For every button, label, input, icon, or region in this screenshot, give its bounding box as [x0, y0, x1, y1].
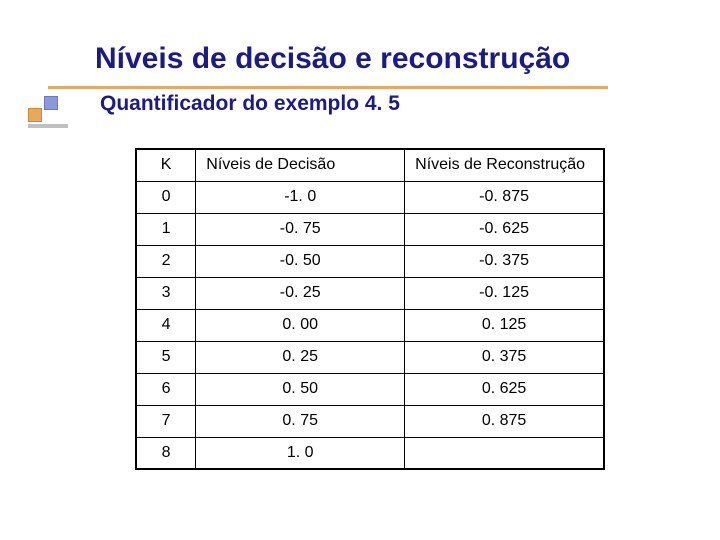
table-row: 8 1. 0: [136, 437, 604, 469]
cell-decision: -0. 25: [196, 277, 405, 309]
table-row: 5 0. 25 0. 375: [136, 341, 604, 373]
cell-k: 2: [136, 245, 196, 277]
col-header-k: K: [136, 149, 196, 181]
cell-decision: 0. 00: [196, 309, 405, 341]
corner-decoration: [28, 90, 78, 140]
quantizer-table: K Níveis de Decisão Níveis de Reconstruç…: [135, 148, 605, 470]
cell-k: 6: [136, 373, 196, 405]
col-header-reconstruction: Níveis de Reconstrução: [405, 149, 604, 181]
table-row: 1 -0. 75 -0. 625: [136, 213, 604, 245]
cell-decision: 0. 50: [196, 373, 405, 405]
cell-decision: -1. 0: [196, 181, 405, 213]
levels-table: K Níveis de Decisão Níveis de Reconstruç…: [135, 148, 605, 470]
table-body: 0 -1. 0 -0. 875 1 -0. 75 -0. 625 2 -0. 5…: [136, 181, 604, 469]
cell-reconstruction: 0. 625: [405, 373, 604, 405]
cell-reconstruction: [405, 437, 604, 469]
table-row: 3 -0. 25 -0. 125: [136, 277, 604, 309]
table-row: 6 0. 50 0. 625: [136, 373, 604, 405]
table-row: 0 -1. 0 -0. 875: [136, 181, 604, 213]
cell-k: 4: [136, 309, 196, 341]
cell-decision: -0. 50: [196, 245, 405, 277]
cell-k: 0: [136, 181, 196, 213]
cell-k: 5: [136, 341, 196, 373]
cell-decision: 0. 75: [196, 405, 405, 437]
page-title: Níveis de decisão e reconstrução: [95, 42, 570, 76]
page-subtitle: Quantificador do exemplo 4. 5: [100, 92, 400, 116]
table-header-row: K Níveis de Decisão Níveis de Reconstruç…: [136, 149, 604, 181]
table-row: 4 0. 00 0. 125: [136, 309, 604, 341]
cell-reconstruction: -0. 375: [405, 245, 604, 277]
cell-reconstruction: 0. 125: [405, 309, 604, 341]
cell-decision: 1. 0: [196, 437, 405, 469]
cell-decision: -0. 75: [196, 213, 405, 245]
table-row: 7 0. 75 0. 875: [136, 405, 604, 437]
cell-k: 8: [136, 437, 196, 469]
cell-k: 1: [136, 213, 196, 245]
cell-reconstruction: -0. 625: [405, 213, 604, 245]
cell-reconstruction: -0. 875: [405, 181, 604, 213]
cell-reconstruction: -0. 125: [405, 277, 604, 309]
cell-k: 3: [136, 277, 196, 309]
cell-decision: 0. 25: [196, 341, 405, 373]
accent-bar: [48, 86, 608, 89]
col-header-decision: Níveis de Decisão: [196, 149, 405, 181]
table-row: 2 -0. 50 -0. 375: [136, 245, 604, 277]
cell-k: 7: [136, 405, 196, 437]
cell-reconstruction: 0. 375: [405, 341, 604, 373]
cell-reconstruction: 0. 875: [405, 405, 604, 437]
